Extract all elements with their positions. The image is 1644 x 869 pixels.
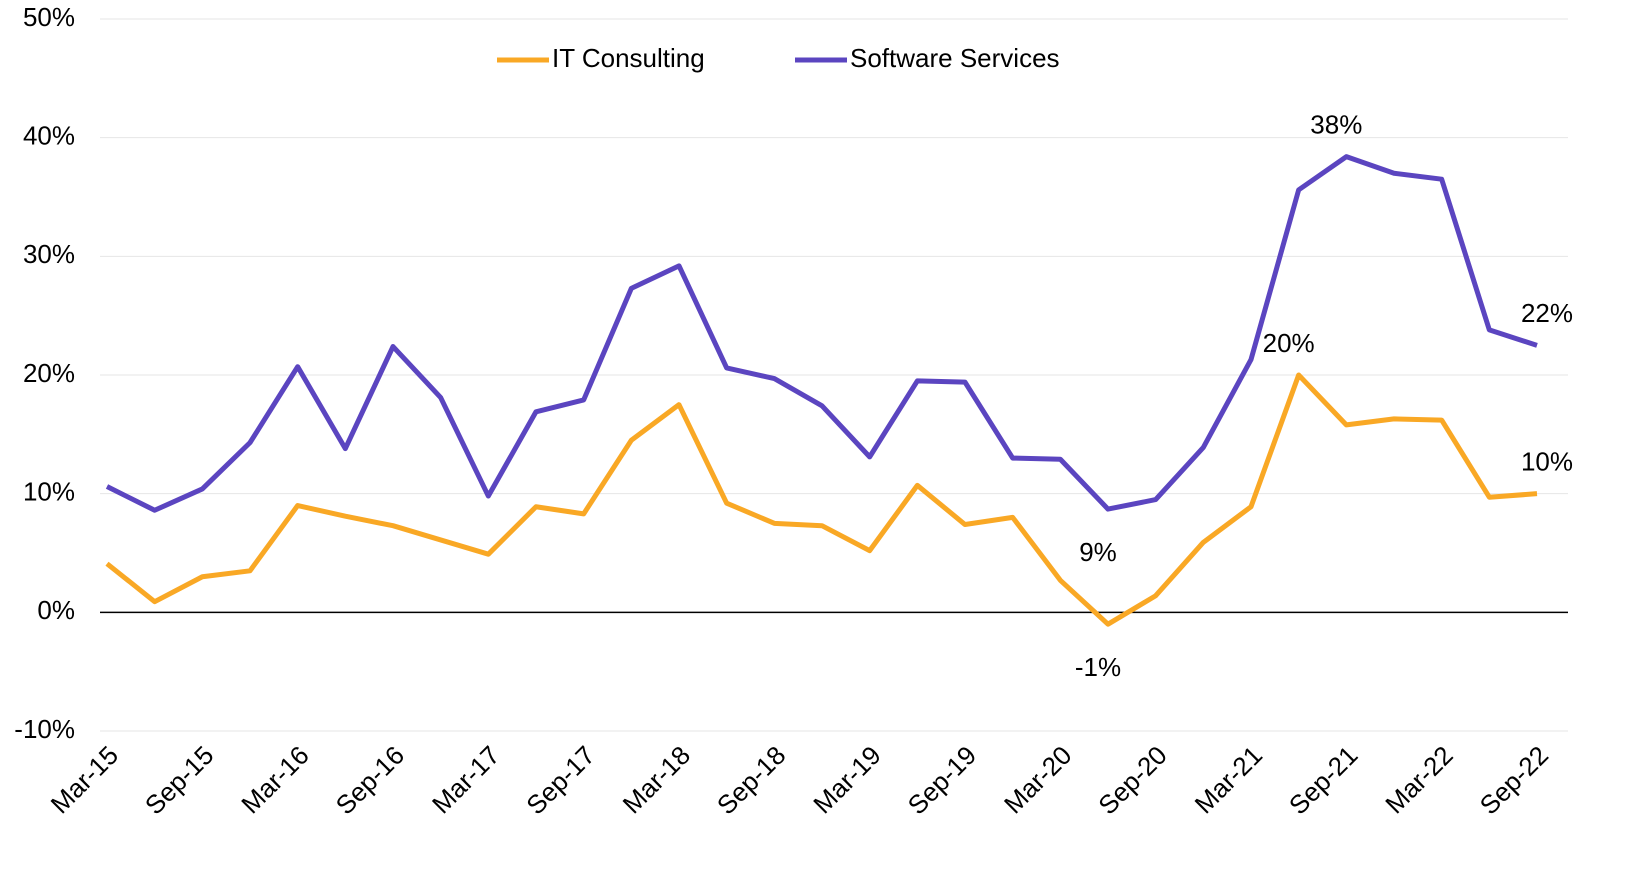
y-tick-label: 40% (23, 121, 75, 151)
x-tick-label: Mar-17 (426, 740, 505, 819)
y-tick-label: 0% (37, 595, 75, 625)
x-tick-label: Mar-20 (998, 740, 1077, 819)
legend-label: IT Consulting (552, 43, 705, 73)
x-tick-label: Mar-22 (1379, 740, 1458, 819)
x-tick-label: Mar-21 (1189, 740, 1268, 819)
x-tick-label: Sep-20 (1092, 740, 1172, 820)
x-tick-label: Sep-16 (330, 740, 410, 820)
x-tick-label: Mar-18 (617, 740, 696, 819)
y-tick-label: 50% (23, 2, 75, 32)
y-tick-label: 10% (23, 477, 75, 507)
x-tick-label: Mar-19 (807, 740, 886, 819)
y-tick-label: 30% (23, 239, 75, 269)
series-line (105, 372, 1538, 627)
x-tick-label: Sep-17 (520, 740, 600, 820)
data-label: -1% (1075, 652, 1121, 682)
data-label: 9% (1079, 537, 1117, 567)
x-tick-label: Mar-16 (235, 740, 314, 819)
legend-label: Software Services (850, 43, 1060, 73)
data-label: 22% (1521, 298, 1573, 328)
data-label: 20% (1263, 328, 1315, 358)
x-tick-label: Sep-18 (711, 740, 791, 820)
series-line (105, 154, 1538, 513)
x-tick-label: Sep-15 (139, 740, 219, 820)
x-tick-label: Sep-19 (902, 740, 982, 820)
y-tick-label: 20% (23, 358, 75, 388)
data-label: 38% (1310, 110, 1362, 140)
y-tick-label: -10% (14, 714, 75, 744)
data-label: 10% (1521, 447, 1573, 477)
x-tick-label: Sep-21 (1283, 740, 1363, 820)
x-tick-label: Mar-15 (45, 740, 124, 819)
x-tick-label: Sep-22 (1474, 740, 1554, 820)
